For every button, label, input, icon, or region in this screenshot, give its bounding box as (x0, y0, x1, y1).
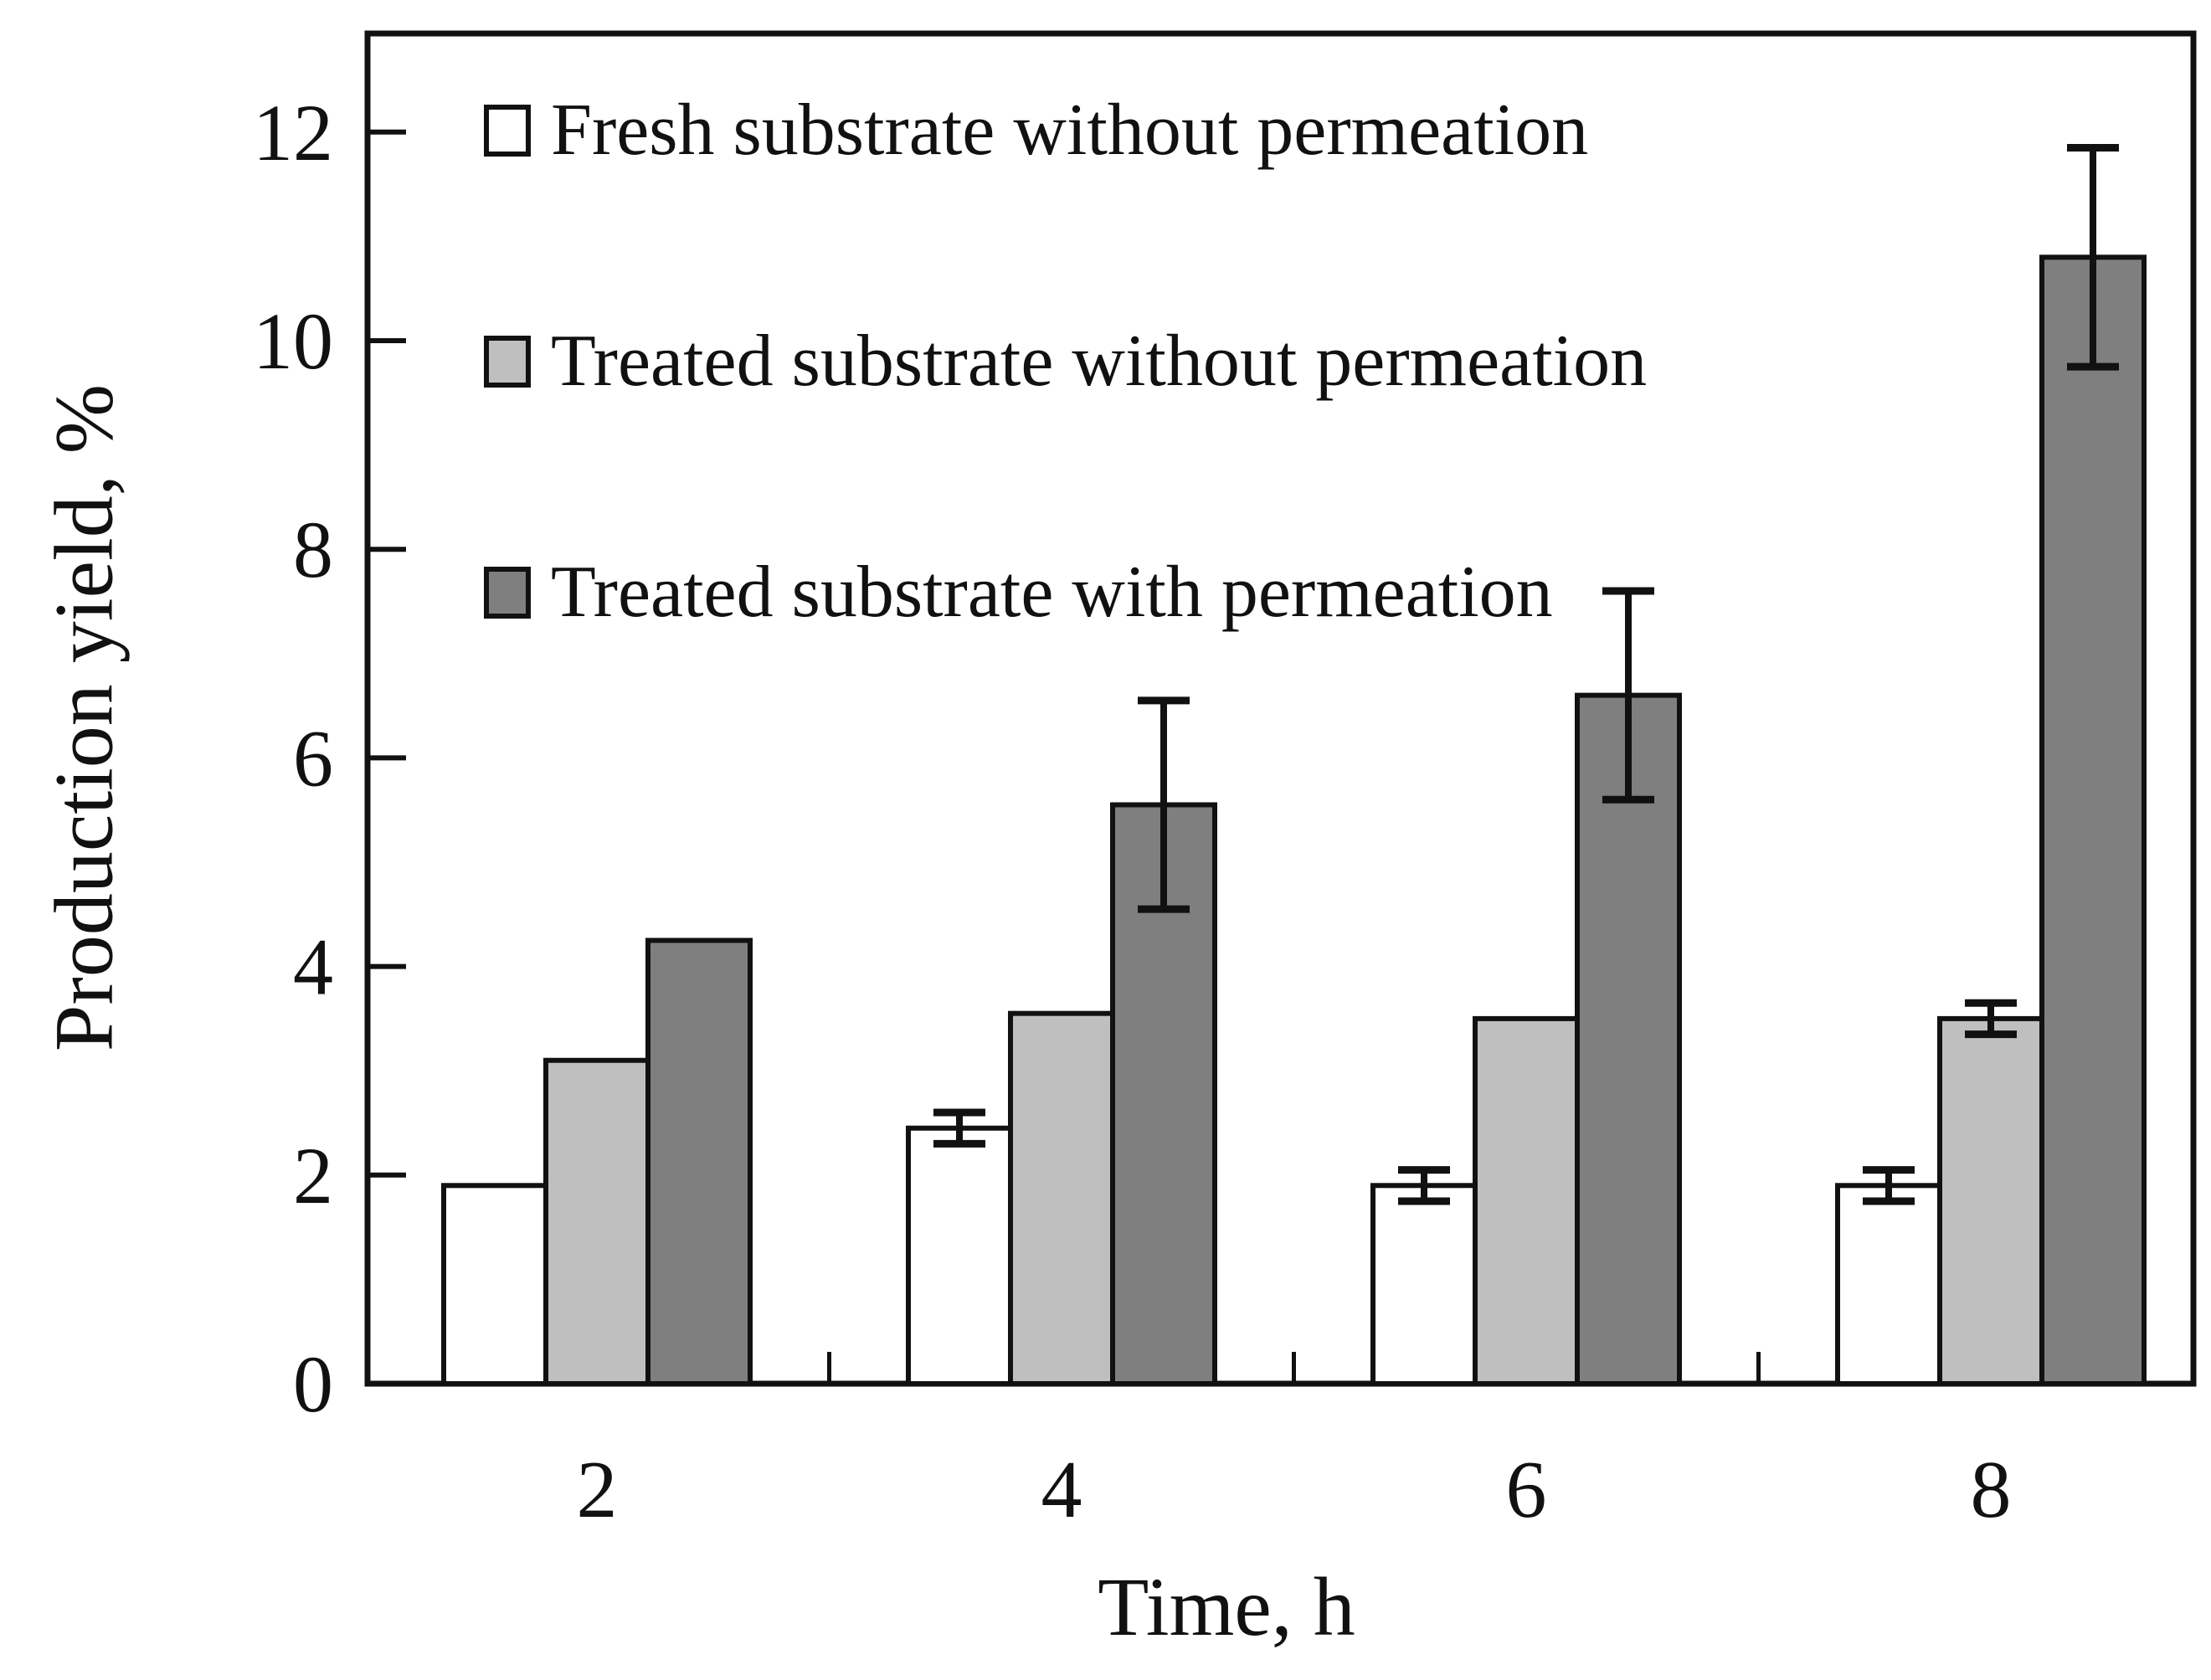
y-tick-label: 4 (293, 922, 333, 1012)
bar-2h-series1 (441, 1183, 548, 1387)
bar-6h-series1 (1370, 1183, 1478, 1387)
bar-8h-series1 (1835, 1183, 1942, 1387)
bar-4h-series1 (906, 1125, 1013, 1386)
x-tick-label: 6 (1506, 1445, 1547, 1535)
y-tick-label: 10 (253, 296, 333, 386)
legend-label: Treated substrate with permeation (551, 552, 1553, 633)
y-tick-label: 0 (293, 1339, 333, 1429)
x-tick-label: 8 (1971, 1445, 2012, 1535)
bar-6h-series2 (1473, 1015, 1580, 1387)
bar-8h-series2 (1937, 1015, 2044, 1387)
legend-item-2: Treated substrate without permeation (484, 308, 1647, 415)
y-axis-title: Production yield, % (37, 383, 131, 1052)
bar-2h-series3 (645, 938, 753, 1386)
legend-swatch-icon (484, 567, 531, 619)
legend-label: Treated substrate without permeation (551, 321, 1648, 402)
x-tick-label: 4 (1041, 1445, 1082, 1535)
bar-2h-series2 (543, 1057, 650, 1386)
bar-4h-series2 (1008, 1010, 1115, 1387)
x-axis-title: Time, h (1098, 1560, 1355, 1653)
bar-8h-series3 (2039, 254, 2147, 1387)
legend-label: Fresh substrate without permeation (551, 90, 1589, 171)
legend-item-1: Fresh substrate without permeation (484, 77, 1647, 184)
y-tick-label: 12 (253, 88, 333, 177)
legend: Fresh substrate without permeation Treate… (484, 77, 1647, 646)
legend-swatch-icon (484, 105, 531, 157)
y-tick-label: 8 (293, 505, 333, 594)
y-tick-label: 6 (293, 713, 333, 803)
x-tick-label: 2 (577, 1445, 618, 1535)
legend-swatch-icon (484, 336, 531, 388)
y-tick-label: 2 (293, 1131, 333, 1220)
legend-item-3: Treated substrate with permeation (484, 539, 1647, 646)
plot-border (364, 30, 2197, 1387)
